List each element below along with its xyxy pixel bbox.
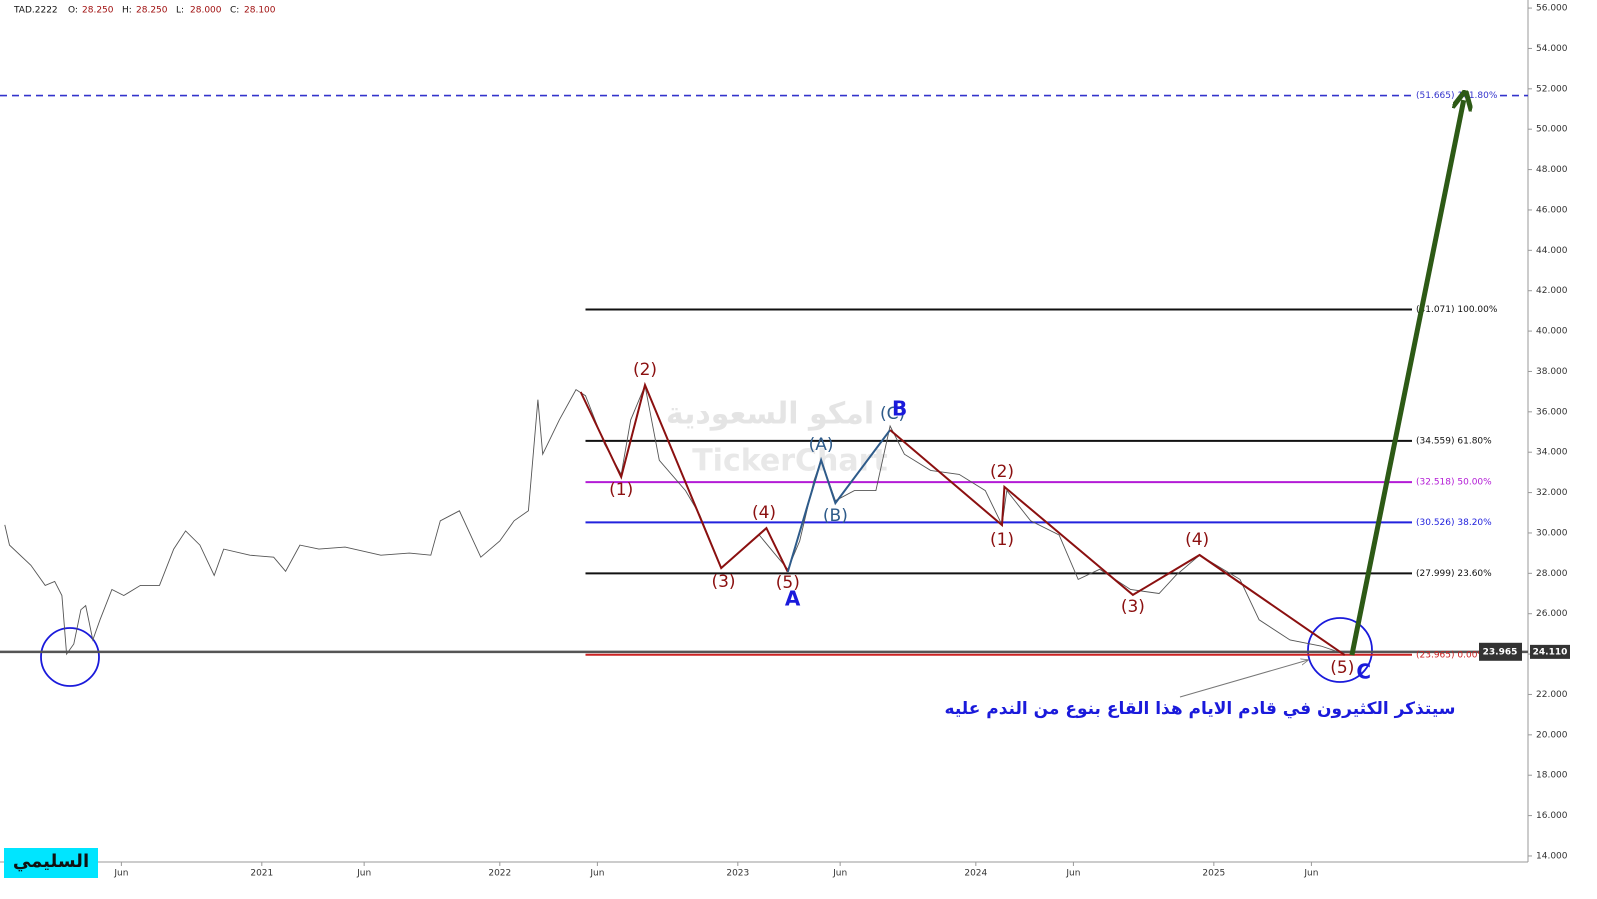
y-tick-label: 14.000 [1536,851,1568,861]
wave-label: (C) [880,404,905,424]
y-tick-label: 20.000 [1536,730,1568,740]
y-tick-label: 22.000 [1536,690,1568,700]
x-tick-label: 2022 [488,869,511,879]
y-tick-label: 54.000 [1536,44,1568,54]
wave-label: (5) [776,573,800,593]
x-tick-label: 2025 [1202,869,1225,879]
y-tick-label: 34.000 [1536,448,1568,458]
wave-label: (4) [752,503,776,523]
x-tick-label: Jun [589,869,604,879]
ohlc-field: 28.000 [190,6,222,16]
wave-label: (1) [990,530,1014,550]
wave-label: A [785,586,801,610]
plot-area [0,0,1528,862]
x-tick-label: Jun [113,869,128,879]
ohlc-field: C: [230,6,239,16]
header: TAD.2222 O: 28.250 H: 28.250 L: 28.000 C: 28.100 [13,6,276,16]
wave-label: B [892,397,907,421]
y-tick-label: 52.000 [1536,84,1568,94]
ohlc-field: 28.100 [244,6,276,16]
wave-label: (3) [1121,597,1145,617]
symbol: TAD.2222 [13,6,58,16]
author-badge [4,848,98,878]
price-tag-label: 23.965 [1483,647,1518,657]
fib-label: (30.526) 38.20% [1416,518,1492,528]
price-tag [1530,644,1570,659]
wave-label: (5) [1330,658,1354,678]
fib-label: (23.965) 0.00% [1416,650,1486,660]
price-tag-label: 24.110 [1533,647,1568,657]
y-tick-label: 26.000 [1536,609,1568,619]
x-tick-label: Jun [356,869,371,879]
y-tick-label: 38.000 [1536,367,1568,377]
wave [579,381,789,573]
fib-label: (41.071) 100.00% [1416,305,1498,315]
y-tick-label: 36.000 [1536,407,1568,417]
wave-label: (4) [1185,530,1209,550]
y-tick-label: 56.000 [1536,4,1568,14]
projection-arrow [1349,100,1464,656]
y-tick-label: 16.000 [1536,811,1568,821]
y-tick-label: 42.000 [1536,286,1568,296]
price-line [4,384,1345,656]
y-tick-label: 46.000 [1536,205,1568,215]
x-tick-label: Jun [832,869,847,879]
ohlc-field: 28.250 [136,6,168,16]
x-tick-label: 2023 [726,869,749,879]
y-tick-label: 18.000 [1536,771,1568,781]
wave-label: (2) [633,360,657,380]
wave [786,429,891,573]
highlight-circle [1307,617,1373,683]
wave [889,429,1346,656]
highlight-circle [40,627,100,687]
wave-label: (B) [823,506,848,526]
ohlc-field: L: [176,6,184,16]
ohlc-field: O: [68,6,78,16]
y-tick-label: 28.000 [1536,569,1568,579]
note: سيتذكر الكثيرون في قادم الايام هذا القاع… [945,699,1456,719]
ohlc-field: H: [122,6,132,16]
y-tick-label: 32.000 [1536,488,1568,498]
x-tick-label: Jun [1065,869,1080,879]
y-tick-label: 30.000 [1536,528,1568,538]
y-tick-label: 40.000 [1536,327,1568,337]
x-tick-label: Jun [1303,869,1318,879]
fib-label: (27.999) 23.60% [1416,569,1492,579]
watermark: TickerChart [692,444,888,479]
ohlc-field: 28.250 [82,6,114,16]
author: السليمي [13,851,89,872]
fib-label: (34.559) 61.80% [1416,436,1492,446]
y-tick-label: 50.000 [1536,125,1568,135]
pointer-arrow [1179,660,1308,698]
wave-label: C [1356,660,1371,684]
x-tick-label: 2021 [250,869,273,879]
wave-label: (1) [609,480,633,500]
wave-label: (2) [990,462,1014,482]
y-tick-label: 48.000 [1536,165,1568,175]
wave-label: (3) [711,572,735,592]
y-tick-label: 44.000 [1536,246,1568,256]
wave-label: (A) [809,435,834,455]
fib-label: (51.665) 161.80% [1416,91,1498,101]
watermark: امكو السعودية [666,397,874,432]
fib-label: (32.518) 50.00% [1416,478,1492,488]
price-tag [1479,642,1522,661]
x-tick-label: 2024 [964,869,987,879]
